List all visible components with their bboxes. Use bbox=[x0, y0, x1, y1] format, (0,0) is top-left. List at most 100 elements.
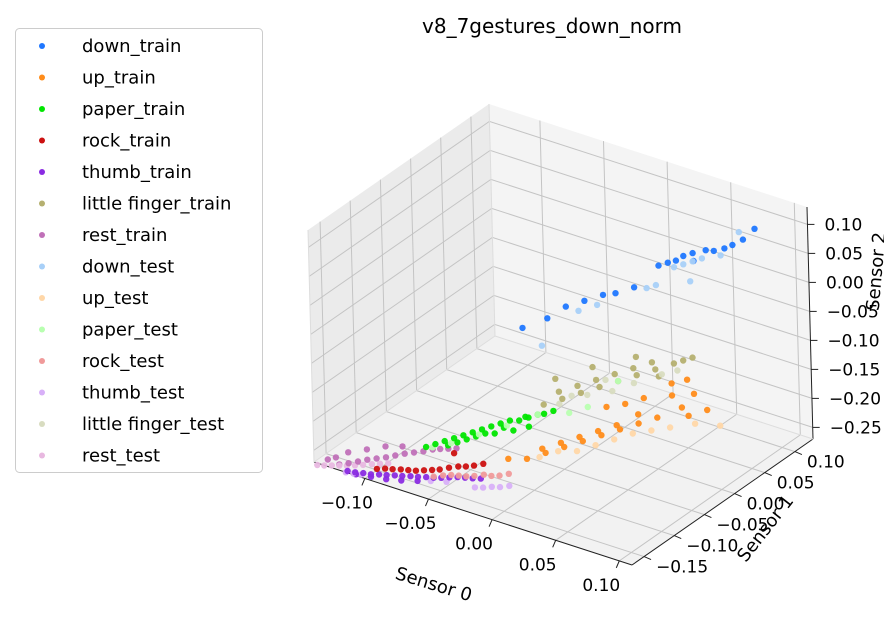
legend-marker bbox=[39, 389, 45, 396]
point-paper-test bbox=[534, 411, 541, 418]
x-axis-line bbox=[313, 461, 633, 566]
point-paper-train bbox=[525, 423, 533, 430]
point-paper-train bbox=[460, 432, 467, 439]
point-paper-test bbox=[566, 409, 573, 417]
legend-marker bbox=[39, 263, 45, 270]
point-paper-train bbox=[525, 414, 532, 421]
point-rock-test bbox=[455, 472, 462, 479]
point-thumb-train bbox=[375, 471, 383, 478]
point-down-train bbox=[544, 315, 551, 322]
point-little-finger-train bbox=[592, 376, 600, 384]
point-little-finger-train bbox=[633, 372, 640, 379]
legend-marker bbox=[39, 421, 45, 427]
point-up-train bbox=[594, 427, 602, 435]
point-thumb-test bbox=[496, 483, 504, 491]
point-down-train bbox=[672, 257, 680, 264]
point-little-finger-train bbox=[670, 360, 678, 367]
point-paper-test bbox=[475, 431, 483, 438]
point-little-finger-train bbox=[689, 354, 696, 361]
x-tick bbox=[488, 519, 493, 527]
point-up-train bbox=[640, 394, 647, 402]
point-up-train bbox=[576, 433, 583, 441]
point-up-train bbox=[690, 390, 698, 397]
point-thumb-train bbox=[414, 473, 422, 481]
point-little-finger-test bbox=[674, 367, 681, 374]
point-paper-train bbox=[432, 440, 439, 448]
point-little-finger-train bbox=[552, 375, 559, 382]
point-thumb-test bbox=[471, 484, 479, 491]
point-rest-train bbox=[363, 446, 371, 453]
point-paper-train bbox=[422, 443, 430, 451]
point-little-finger-test bbox=[602, 376, 609, 384]
point-down-train bbox=[680, 252, 687, 260]
data-points bbox=[314, 225, 758, 491]
z-tick-label: 0.00 bbox=[826, 273, 864, 293]
pane-edge bbox=[307, 229, 315, 463]
x-tick-label: −0.10 bbox=[321, 493, 373, 513]
axes-edges bbox=[307, 103, 814, 566]
point-down-test bbox=[538, 342, 546, 349]
chart-title: v8_7gestures_down_norm bbox=[422, 14, 682, 38]
point-up-test bbox=[536, 453, 543, 461]
y-tick-label: 0.10 bbox=[807, 453, 845, 473]
point-paper-test bbox=[447, 440, 455, 447]
point-little-finger-train bbox=[611, 370, 618, 378]
point-little-finger-train bbox=[555, 388, 563, 395]
point-rest-train bbox=[382, 454, 390, 461]
point-rock-train bbox=[397, 466, 404, 473]
point-rock-train bbox=[436, 466, 443, 473]
point-rock-train bbox=[389, 466, 396, 473]
pane-edge bbox=[313, 335, 496, 463]
y-axis-line bbox=[631, 438, 814, 566]
point-rest-test bbox=[321, 462, 328, 469]
legend-label: down_test bbox=[82, 257, 174, 278]
point-little-finger-train bbox=[574, 382, 581, 389]
x-tick bbox=[552, 540, 557, 548]
point-little-finger-test bbox=[584, 391, 591, 399]
legend-marker bbox=[39, 169, 45, 175]
point-up-train bbox=[635, 420, 642, 427]
legend-marker bbox=[39, 106, 45, 112]
legend-marker bbox=[39, 326, 45, 333]
point-thumb-test bbox=[479, 484, 487, 491]
legend: down_train up_train paper_train rock_traint… bbox=[15, 28, 263, 473]
z-tick-label: −0.20 bbox=[829, 389, 881, 409]
z-tick-label: −0.25 bbox=[830, 418, 882, 438]
point-rest-train bbox=[401, 450, 408, 457]
point-up-train bbox=[668, 392, 676, 399]
point-rock-train bbox=[381, 465, 389, 472]
legend-label: rock_train bbox=[82, 131, 171, 152]
x-tick bbox=[425, 498, 429, 507]
point-rest-test bbox=[385, 460, 392, 467]
point-rock-train bbox=[480, 460, 487, 467]
point-up-train bbox=[557, 439, 565, 446]
point-thumb-train bbox=[352, 469, 359, 476]
point-thumb-train bbox=[360, 469, 367, 477]
point-rock-test bbox=[505, 470, 512, 477]
point-down-test bbox=[593, 301, 601, 309]
point-paper-train bbox=[488, 423, 495, 430]
point-down-test bbox=[575, 307, 582, 314]
point-paper-train bbox=[516, 417, 523, 424]
point-little-finger-train bbox=[680, 357, 687, 364]
point-rock-train bbox=[373, 465, 381, 473]
point-little-finger-train bbox=[652, 366, 659, 373]
point-rest-train bbox=[354, 458, 362, 465]
point-up-train bbox=[668, 380, 675, 387]
point-down-train bbox=[721, 245, 728, 252]
point-rest-train bbox=[373, 455, 380, 462]
back-pane bbox=[489, 104, 813, 439]
legend-marker bbox=[39, 232, 45, 238]
point-up-train bbox=[622, 400, 629, 408]
point-rest-test bbox=[314, 461, 321, 469]
y-tick-label: 0.05 bbox=[777, 474, 815, 494]
z-tick-label: −0.15 bbox=[828, 360, 880, 380]
point-up-test bbox=[648, 427, 655, 434]
point-rest-train bbox=[332, 454, 340, 461]
point-rest-test bbox=[376, 460, 384, 467]
point-thumb-test bbox=[488, 483, 495, 490]
floor-pane bbox=[314, 336, 813, 565]
point-paper-test bbox=[614, 377, 622, 385]
point-up-train bbox=[613, 422, 620, 429]
y-tick bbox=[704, 514, 712, 519]
